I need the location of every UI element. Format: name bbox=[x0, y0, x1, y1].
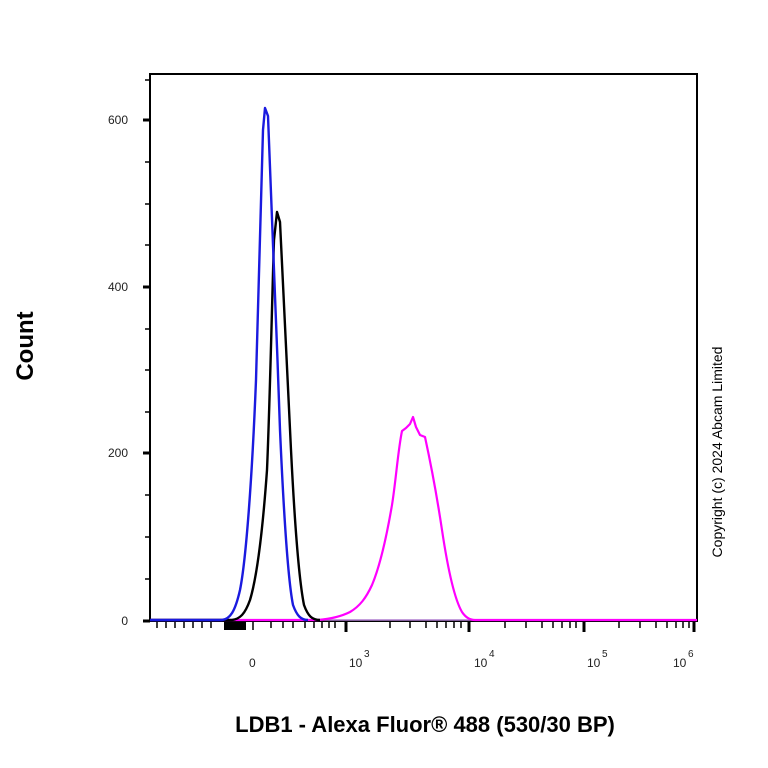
x-tick-label-1e6-exp: 6 bbox=[688, 649, 694, 660]
x-tick-label-1e5-exp: 5 bbox=[602, 649, 608, 660]
y-tick-label-0: 0 bbox=[121, 614, 128, 628]
series-blue-histogram bbox=[150, 106, 309, 622]
x-axis-title: LDB1 - Alexa Fluor® 488 (530/30 BP) bbox=[235, 712, 615, 737]
y-tick-label-600: 600 bbox=[108, 113, 128, 127]
series-magenta-histogram bbox=[150, 415, 697, 622]
x-tick-label-1e6-base: 10 bbox=[673, 656, 687, 670]
x-axis-ticks bbox=[156, 621, 696, 632]
y-tick-label-200: 200 bbox=[108, 446, 128, 460]
y-axis-ticks bbox=[143, 79, 150, 623]
plot-frame bbox=[149, 73, 698, 622]
x-tick-label-1e5-base: 10 bbox=[587, 656, 601, 670]
x-tick-label-0: 0 bbox=[249, 656, 256, 670]
x-tick-labels: 0 10 3 10 4 10 5 10 6 bbox=[249, 649, 694, 670]
y-axis-title: Count bbox=[12, 311, 39, 380]
x-tick-label-1e4-base: 10 bbox=[474, 656, 488, 670]
series-black-histogram bbox=[150, 210, 321, 622]
y-tick-label-400: 400 bbox=[108, 280, 128, 294]
x-tick-label-1e4-exp: 4 bbox=[489, 649, 495, 660]
copyright-notice: Copyright (c) 2024 Abcam Limited bbox=[709, 347, 725, 558]
x-tick-label-1e3-exp: 3 bbox=[364, 649, 370, 660]
x-tick-label-1e3-base: 10 bbox=[349, 656, 363, 670]
